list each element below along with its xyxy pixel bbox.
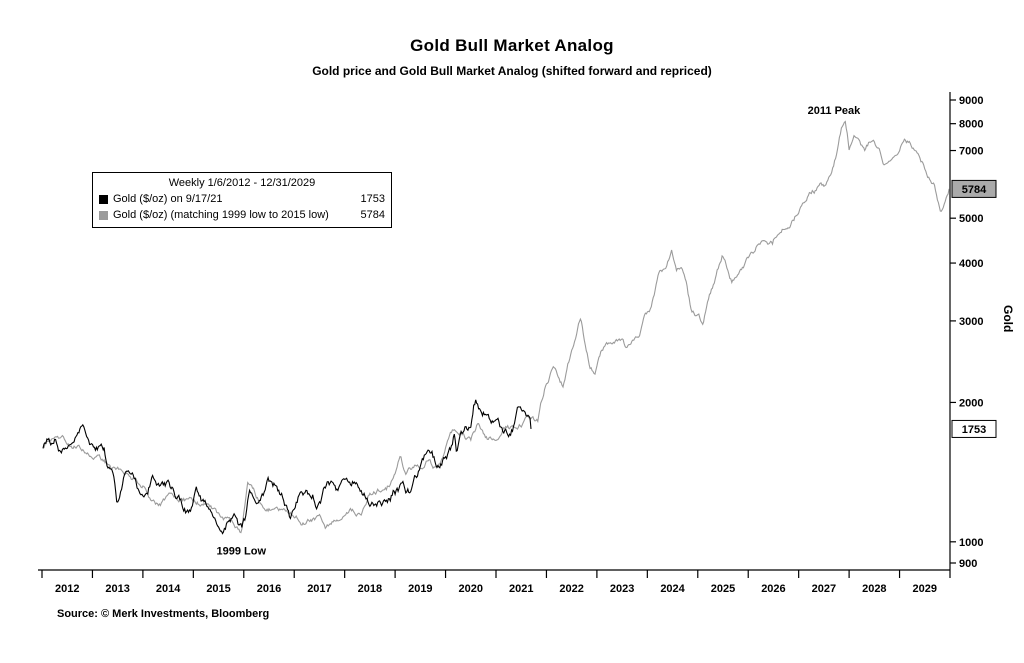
x-tick-label: 2025 (711, 583, 735, 595)
x-tick-label: 2022 (559, 583, 583, 595)
analog-series-label: Gold ($/oz) (matching 1999 low to 2015 l… (113, 209, 329, 221)
analog-series-value: 5784 (360, 209, 385, 221)
gold-series-value: 1753 (360, 193, 385, 205)
chart-subtitle: Gold price and Gold Bull Market Analog (… (312, 64, 712, 78)
x-tick-label: 2012 (55, 583, 79, 595)
last-value-label: 1753 (962, 424, 986, 436)
y-tick-label: 8000 (959, 119, 983, 131)
gold-series-swatch-icon (99, 194, 108, 204)
x-tick-label: 2024 (660, 583, 685, 595)
x-tick-label: 2016 (257, 583, 281, 595)
x-tick-label: 2019 (408, 583, 432, 595)
x-tick-label: 2013 (105, 583, 129, 595)
chart-title: Gold Bull Market Analog (410, 36, 614, 55)
gold-series-label: Gold ($/oz) on 9/17/21 (113, 193, 223, 205)
y-axis-title: Gold (1001, 305, 1015, 332)
annotation-2011-peak: 2011 Peak (808, 105, 861, 117)
legend-row-gold: Gold ($/oz) on 9/17/21 1753 (99, 191, 385, 207)
y-tick-label: 7000 (959, 146, 983, 158)
annotation-1999-low: 1999 Low (216, 545, 266, 557)
last-value-box (951, 419, 997, 438)
y-tick-label: 2000 (959, 397, 983, 409)
x-tick-label: 2028 (862, 583, 886, 595)
x-tick-label: 2015 (206, 583, 230, 595)
x-tick-label: 2018 (358, 583, 382, 595)
series-gold-price-line (42, 399, 532, 535)
x-tick-label: 2029 (913, 583, 937, 595)
y-tick-label: 1000 (959, 537, 983, 549)
x-tick-label: 2017 (307, 583, 331, 595)
x-tick-label: 2026 (761, 583, 785, 595)
y-tick-label: 5000 (959, 213, 983, 225)
x-tick-label: 2023 (610, 583, 634, 595)
analog-series-swatch-icon (99, 210, 108, 220)
x-tick-label: 2020 (459, 583, 483, 595)
x-tick-label: 2014 (156, 583, 181, 595)
legend-row-analog: Gold ($/oz) (matching 1999 low to 2015 l… (99, 207, 385, 223)
series-analog-line (42, 120, 950, 534)
y-tick-label: 900 (959, 558, 977, 570)
x-tick-label: 2027 (812, 583, 836, 595)
legend-period: Weekly 1/6/2012 - 12/31/2029 (168, 177, 316, 189)
y-tick-label: 4000 (959, 258, 983, 270)
y-tick-label: 3000 (959, 316, 983, 328)
last-value-label: 5784 (962, 184, 987, 196)
last-value-box (951, 179, 997, 198)
source-note: Source: © Merk Investments, Bloomberg (57, 608, 270, 620)
y-tick-label: 9000 (959, 95, 983, 107)
legend-box: Weekly 1/6/2012 - 12/31/2029 Gold ($/oz)… (92, 172, 392, 228)
x-tick-label: 2021 (509, 583, 533, 595)
